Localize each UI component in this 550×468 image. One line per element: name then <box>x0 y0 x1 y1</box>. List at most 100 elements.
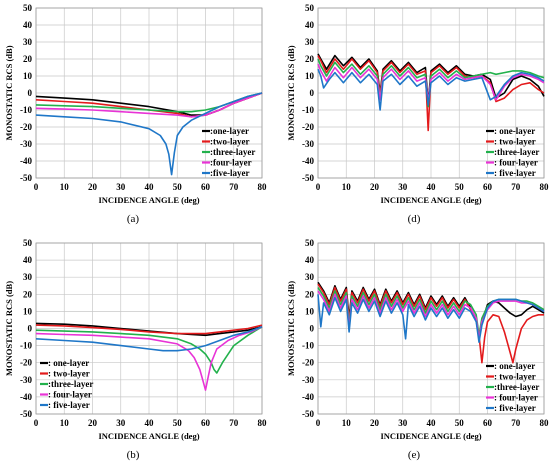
y-tick-label: -40 <box>302 156 314 166</box>
y-tick-label: 10 <box>23 306 33 316</box>
chart-panel-1: -50 -40 -30 -20 -10 0 10 20 30 40 50 0 10 20 30 40 50 60 7… <box>4 238 267 461</box>
x-tick-label: 10 <box>342 182 352 192</box>
y-tick-label: -30 <box>302 375 314 385</box>
legend-entry-two-layer: : two-layer <box>48 369 90 379</box>
y-tick-label: -20 <box>302 358 314 368</box>
x-tick-label: 0 <box>316 418 321 428</box>
legend-entry-four-layer: : four-layer <box>494 158 538 168</box>
y-tick-label: 10 <box>305 71 315 81</box>
y-tick-label: 50 <box>23 238 33 248</box>
x-tick-label: 0 <box>34 418 39 428</box>
y-axis-label: MONOSTATIC RCS (dB) <box>286 45 296 140</box>
y-tick-label: 0 <box>310 88 315 98</box>
y-tick-label: 0 <box>28 324 33 334</box>
series-line-two-layer <box>317 283 544 364</box>
y-tick-label: -50 <box>20 173 32 183</box>
x-tick-label: 10 <box>342 418 352 428</box>
x-tick-label: 80 <box>258 182 268 192</box>
y-tick-label: -40 <box>20 392 32 402</box>
y-tick-label: -20 <box>20 122 32 132</box>
x-tick-label: 30 <box>116 418 126 428</box>
series-line-three-layer <box>35 326 263 374</box>
panel-caption: (e) <box>408 449 421 461</box>
legend-entry-two-layer: : two-layer <box>494 372 536 382</box>
y-tick-label: 50 <box>305 3 315 13</box>
plot-frame <box>35 242 263 415</box>
x-tick-label: 40 <box>427 418 437 428</box>
y-tick-label: 30 <box>305 37 315 47</box>
panel-caption: (b) <box>127 449 140 461</box>
y-tick-label: -40 <box>302 392 314 402</box>
x-tick-label: 50 <box>455 182 465 192</box>
x-tick-label: 40 <box>145 182 155 192</box>
chart-panel-0: -50 -40 -30 -20 -10 0 10 20 30 40 50 0 10 20 30 40 50 60 7… <box>4 3 267 225</box>
legend-entry-four-layer: :four-layer <box>210 158 252 168</box>
x-tick-label: 10 <box>60 418 70 428</box>
x-axis-label: INCIDENCE ANGLE (deg) <box>380 431 481 441</box>
y-tick-label: -20 <box>20 358 32 368</box>
x-tick-label: 80 <box>540 418 550 428</box>
y-axis-label: MONOSTATIC RCS (dB) <box>286 281 296 376</box>
series-line-two-layer <box>35 324 263 335</box>
y-tick-label: -20 <box>302 122 314 132</box>
legend-entry-one-layer: : one-layer <box>48 358 89 368</box>
y-tick-label: 20 <box>23 289 33 299</box>
x-tick-label: 60 <box>201 182 211 192</box>
y-axis-label: MONOSTATIC RCS (dB) <box>4 45 14 140</box>
y-tick-label: 40 <box>305 255 315 265</box>
y-tick-label: 0 <box>310 324 315 334</box>
x-tick-label: 30 <box>398 182 408 192</box>
y-tick-label: -40 <box>20 156 32 166</box>
legend-entry-four-layer: : four-layer <box>48 390 92 400</box>
x-tick-label: 70 <box>229 182 239 192</box>
x-axis-label: INCIDENCE ANGLE (deg) <box>98 431 199 441</box>
x-tick-label: 20 <box>88 182 98 192</box>
x-tick-label: 60 <box>483 418 493 428</box>
x-tick-label: 80 <box>258 418 268 428</box>
x-tick-label: 60 <box>483 182 493 192</box>
chart-panel-2: -50 -40 -30 -20 -10 0 10 20 30 40 50 0 10 20 30 40 50 60 7… <box>286 3 549 225</box>
x-tick-label: 20 <box>88 418 98 428</box>
y-axis-label: MONOSTATIC RCS (dB) <box>4 281 14 376</box>
plot-frame <box>317 242 545 415</box>
x-tick-label: 20 <box>370 418 380 428</box>
y-tick-label: 50 <box>23 3 33 13</box>
y-tick-label: -10 <box>302 341 314 351</box>
series-line-five-layer <box>35 92 263 176</box>
x-axis-label: INCIDENCE ANGLE (deg) <box>98 195 199 205</box>
x-tick-label: 20 <box>370 182 380 192</box>
legend-entry-five-layer: : five-layer <box>494 168 536 178</box>
series-line-four-layer <box>317 290 545 340</box>
series-line-four-layer <box>35 326 263 391</box>
legend-entry-five-layer: : five-layer <box>494 403 536 413</box>
y-tick-label: 30 <box>305 272 315 282</box>
x-tick-label: 60 <box>201 418 211 428</box>
x-tick-label: 0 <box>34 182 39 192</box>
legend-entry-five-layer: :five-layer <box>210 168 249 178</box>
y-tick-label: 10 <box>23 71 33 81</box>
y-tick-label: -30 <box>302 139 314 149</box>
legend-entry-one-layer: :one-layer <box>210 126 249 136</box>
x-tick-label: 70 <box>511 182 521 192</box>
panel-caption: (d) <box>408 213 421 225</box>
y-tick-label: 10 <box>305 306 315 316</box>
legend-entry-three-layer: :three-layer <box>494 382 539 392</box>
x-tick-label: 10 <box>60 182 70 192</box>
x-tick-label: 50 <box>173 182 183 192</box>
legend-entry-one-layer: : one-layer <box>494 126 535 136</box>
y-tick-label: 20 <box>23 54 33 64</box>
y-tick-label: -10 <box>20 341 32 351</box>
panel-caption: (a) <box>127 213 140 225</box>
series-line-one-layer <box>317 281 545 340</box>
legend-entry-four-layer: : four-layer <box>494 393 538 403</box>
series-line-five-layer <box>317 294 545 343</box>
y-tick-label: 40 <box>23 255 33 265</box>
series-line-five-layer <box>317 68 545 111</box>
legend-entry-three-layer: :three-layer <box>210 147 255 157</box>
y-tick-label: 30 <box>23 37 33 47</box>
x-tick-label: 70 <box>229 418 239 428</box>
x-tick-label: 40 <box>145 418 155 428</box>
y-tick-label: 30 <box>23 272 33 282</box>
x-tick-label: 80 <box>540 182 550 192</box>
x-tick-label: 70 <box>511 418 521 428</box>
